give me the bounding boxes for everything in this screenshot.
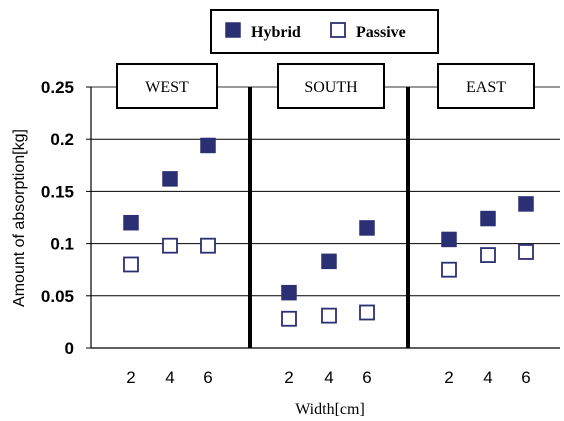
passive-point <box>200 237 216 254</box>
group-label-box <box>116 63 218 109</box>
group-label-box <box>437 63 535 109</box>
y-tick-labels: 0 0.05 0.1 0.15 0.2 0.25 <box>41 78 74 358</box>
group-dividers <box>248 87 410 348</box>
group-labels: WEST SOUTH EAST <box>116 63 535 109</box>
hybrid-point <box>200 137 216 154</box>
passive-point <box>321 307 337 324</box>
legend-passive-marker <box>330 22 346 38</box>
legend-hybrid-label: Hybrid <box>251 24 301 41</box>
passive-point <box>162 237 178 254</box>
hybrid-point <box>123 214 139 231</box>
group-label-west: WEST <box>145 79 189 96</box>
x-tick-label: 4 <box>483 368 492 387</box>
passive-point <box>441 261 457 278</box>
y-tick-label: 0.05 <box>41 287 74 306</box>
passive-point <box>518 244 534 260</box>
legend-passive-label: Passive <box>356 24 406 41</box>
passive-point <box>281 310 297 327</box>
x-tick-label: 6 <box>203 368 212 387</box>
x-tick-label: 6 <box>521 368 530 387</box>
group-label-box <box>277 63 385 109</box>
hybrid-point <box>281 284 297 301</box>
x-tick-label: 6 <box>362 368 371 387</box>
y-tick-label: 0.1 <box>50 235 74 254</box>
legend-hybrid-marker <box>225 22 241 38</box>
hybrid-point <box>480 210 496 227</box>
passive-point <box>480 247 496 263</box>
passive-point <box>359 304 375 321</box>
y-tick-label: 0.15 <box>41 182 74 201</box>
x-tick-label: 2 <box>284 368 293 387</box>
group-label-east: EAST <box>466 79 506 96</box>
legend: Hybrid Passive <box>210 9 439 54</box>
x-tick-label: 4 <box>165 368 174 387</box>
y-tick-label: 0 <box>65 339 74 358</box>
hybrid-point <box>441 231 457 248</box>
x-tick-label: 4 <box>324 368 333 387</box>
x-tick-label: 2 <box>126 368 135 387</box>
passive-point <box>123 256 139 273</box>
axes <box>86 86 560 349</box>
x-tick-labels: 2 4 6 2 4 6 2 4 6 <box>126 368 530 387</box>
x-axis-label: Width[cm] <box>295 401 365 418</box>
data-points <box>123 137 534 327</box>
group-label-south: SOUTH <box>304 79 358 96</box>
hybrid-point <box>321 253 337 270</box>
y-tick-label: 0.25 <box>41 78 74 97</box>
hybrid-point <box>359 220 375 236</box>
x-tick-label: 2 <box>444 368 453 387</box>
hybrid-point <box>518 196 534 212</box>
y-tick-label: 0.2 <box>50 130 74 149</box>
hybrid-point <box>162 171 178 187</box>
legend-box <box>210 9 439 54</box>
y-axis-label: Amount of absorption[kg] <box>11 129 28 307</box>
